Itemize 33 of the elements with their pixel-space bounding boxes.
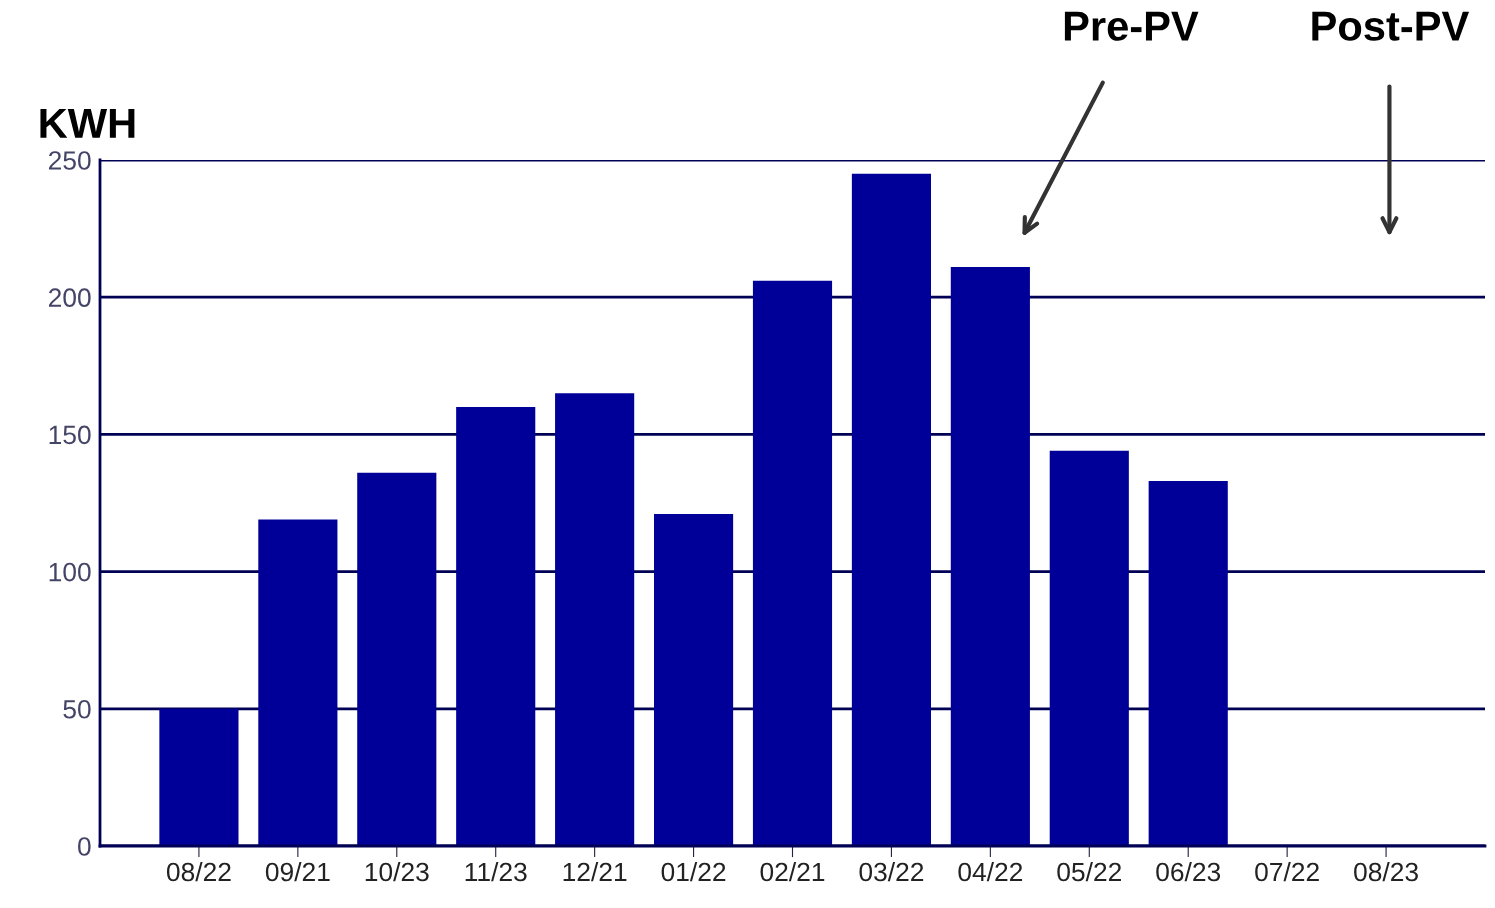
x-tick-label: 04/22 — [958, 861, 1023, 882]
y-tick-label: 250 — [48, 151, 91, 170]
x-tick-label: 01/22 — [661, 861, 726, 882]
bar — [357, 472, 437, 846]
x-tick-label: 10/23 — [365, 861, 429, 882]
bar — [851, 173, 931, 846]
bar — [752, 280, 833, 846]
y-tick-label: 50 — [63, 699, 91, 719]
bar — [555, 393, 635, 846]
y-tick-label: 0 — [78, 837, 91, 856]
x-tick-label: 12/21 — [563, 861, 627, 882]
bar — [159, 708, 239, 846]
y-tick-label: 200 — [48, 288, 91, 308]
x-tick-label: 09/21 — [265, 861, 330, 882]
y-tick-label: 150 — [49, 425, 91, 445]
x-tick-label: 03/22 — [859, 861, 924, 882]
bar — [456, 406, 536, 846]
x-tick-label: 07/22 — [1255, 861, 1319, 882]
bar — [258, 519, 338, 846]
bar — [654, 513, 734, 846]
y-tick-label: 100 — [49, 562, 91, 582]
text: Post-PV — [1312, 11, 1470, 41]
bar — [950, 267, 1030, 846]
x-tick-label: 06/23 — [1156, 861, 1221, 882]
x-tick-label: 08/23 — [1354, 861, 1418, 882]
bar — [1148, 481, 1228, 846]
bar — [1049, 450, 1129, 846]
text: Pre-PV — [1064, 11, 1199, 41]
x-tick-label: 05/22 — [1057, 861, 1121, 882]
x-tick-label: 02/21 — [760, 861, 825, 882]
x-tick-label: 08/22 — [166, 861, 231, 882]
x-tick-label: 11/23 — [465, 861, 527, 882]
y-axis-title: KWH — [40, 108, 135, 138]
